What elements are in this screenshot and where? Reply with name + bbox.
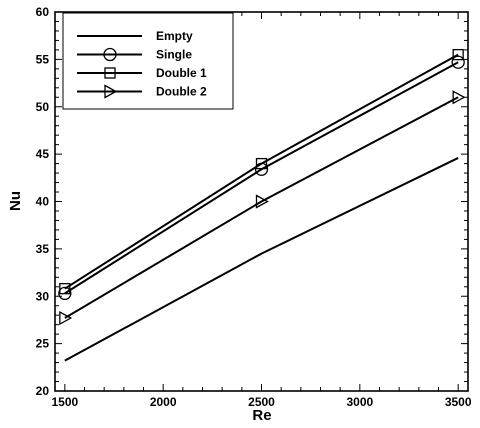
data-point-double-2 [452,90,466,105]
legend-marker-single [103,47,117,62]
y-tick-label: 35 [36,242,50,256]
data-point-double-1 [452,48,464,61]
y-tick-label: 55 [36,52,50,66]
data-point-double-1 [59,283,71,295]
y-tick-label: 60 [36,5,50,19]
legend-entry-single: Single [77,48,192,62]
y-tick-label: 30 [36,289,50,303]
x-tick-label: 3500 [445,395,472,409]
tick-labels: 1500 2000 2500 3000 3500 20 25 30 35 40 45 50 55 60 [36,5,472,409]
legend-label: Single [156,48,192,62]
x-axis-title: Re [252,407,271,424]
series-line-single [64,61,459,295]
series-double-1 [59,48,464,295]
data-point-double-2 [59,310,73,326]
series-line-empty [64,157,459,362]
legend-entry-double-2: Double 2 [77,84,207,99]
series-layer [58,48,466,362]
legend-label: Double 2 [156,85,207,99]
data-point-single [451,55,465,69]
legend-entry-double-1: Double 1 [77,66,207,80]
x-tick-label: 1500 [51,395,78,409]
y-tick-label: 40 [36,195,50,209]
legend-marker-double-2 [104,84,118,99]
legend-marker-double-1 [104,67,116,79]
series-double-2 [59,90,466,326]
legend-label: Double 1 [156,66,207,80]
series-line-double-2 [64,96,459,319]
y-tick-label: 45 [36,147,50,161]
x-tick-label: 2000 [150,395,177,409]
y-tick-label: 25 [36,337,50,351]
series-empty [64,157,459,362]
x-tick-label: 2500 [248,395,275,409]
series-line-double-1 [64,53,459,290]
y-tick-label: 20 [36,384,50,398]
y-tick-label: 50 [36,100,50,114]
data-point-double-1 [255,157,268,170]
legend-entry-empty: Empty [77,29,193,43]
y-axis-title: Nu [7,191,24,211]
legend-label: Empty [156,29,193,43]
data-point-single [58,286,72,301]
data-point-double-2 [255,194,269,209]
legend-box [62,12,234,110]
x-tick-label: 3000 [346,395,373,409]
legend: Empty Single Double 1 Double 2 [62,12,234,110]
